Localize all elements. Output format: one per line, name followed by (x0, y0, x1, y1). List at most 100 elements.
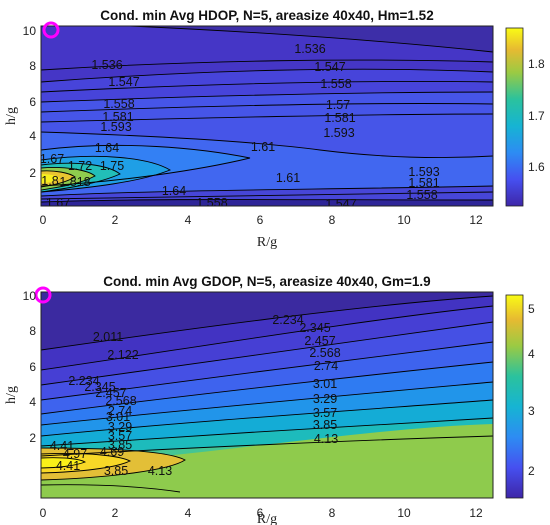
gdop-xtick: 4 (185, 506, 192, 520)
gdop-clabel: 3.57 (108, 429, 132, 443)
hdop-xtick: 2 (112, 213, 119, 227)
gdop-xlabel: R/g (257, 512, 277, 525)
gdop-axes-box (40, 291, 494, 499)
hdop-clabel: 1.593 (100, 120, 131, 134)
hdop-xtick: 8 (329, 213, 336, 227)
gdop-clabel: 4.41 (56, 459, 80, 473)
gdop-ytick: 2 (29, 431, 36, 445)
gdop-contour-lines (41, 295, 493, 493)
hdop-clabel: 1.593 (323, 126, 354, 140)
gdop-xtick: 12 (469, 506, 483, 520)
gdop-contour-labels: 2.011 2.122 2.234 2.234 2.345 2.345 2.45… (50, 313, 341, 478)
gdop-ytick: 6 (29, 360, 36, 374)
gdop-x-ticks: 0 2 4 6 8 10 12 (40, 506, 483, 520)
gdop-clabel: 3.85 (313, 418, 337, 432)
hdop-y-ticks: 2 4 6 8 10 (23, 24, 37, 180)
hdop-ytick: 6 (29, 95, 36, 109)
hdop-clabel: 1.593 (408, 165, 439, 179)
hdop-title: Cond. min Avg HDOP, N=5, areasize 40x40,… (100, 8, 433, 23)
hdop-colorbar: 1.6 1.7 1.8 (505, 27, 545, 207)
gdop-xtick: 0 (40, 506, 47, 520)
gdop-clabel: 2.345 (84, 380, 115, 394)
hdop-clabel: 1.67 (40, 152, 64, 166)
hdop-xtick: 4 (185, 213, 192, 227)
gdop-cbtick: 4 (528, 347, 535, 361)
gdop-clabel: 3.29 (108, 420, 132, 434)
gdop-ytick: 8 (29, 324, 36, 338)
hdop-ytick: 10 (23, 24, 37, 38)
hdop-clabel: 1.8 (41, 174, 58, 188)
hdop-clabel: 1.558 (196, 196, 227, 210)
gdop-clabel: 4.13 (148, 464, 172, 478)
hdop-clabel: 1.64 (95, 141, 119, 155)
gdop-title: Cond. min Avg GDOP, N=5, areasize 40x40,… (103, 274, 430, 289)
hdop-clabel: 1.581 (408, 176, 439, 190)
gdop-clabel: 3.57 (313, 406, 337, 420)
hdop-clabel: 1.57 (326, 98, 350, 112)
hdop-colorbar-bar (505, 27, 524, 207)
hdop-ytick: 4 (29, 129, 36, 143)
gdop-clabel: 4.69 (100, 445, 124, 459)
hdop-clabel: 1.61 (276, 171, 300, 185)
gdop-xtick: 10 (397, 506, 411, 520)
hdop-clabel: 1.72 (68, 159, 92, 173)
hdop-clabel: 1.536 (91, 58, 122, 72)
gdop-clabel: 2.234 (68, 374, 99, 388)
gdop-clabel: 4.97 (63, 447, 87, 461)
gdop-xtick: 2 (112, 506, 119, 520)
gdop-clabel: 2.234 (272, 313, 303, 327)
hdop-ylabel: h/g (4, 107, 19, 125)
gdop-clabel: 2.122 (107, 348, 138, 362)
hdop-clabel: 1.67 (46, 196, 70, 210)
hdop-clabel: 1.558 (320, 77, 351, 91)
hdop-panel: Cond. min Avg HDOP, N=5, areasize 40x40,… (4, 8, 545, 250)
gdop-clabel: 3.85 (108, 438, 132, 452)
hdop-clabel: 1.547 (325, 197, 356, 211)
gdop-y-ticks: 2 4 6 8 10 (23, 289, 37, 445)
hdop-clabel: 1.61 (251, 140, 275, 154)
gdop-ylabel: h/g (4, 386, 19, 404)
hdop-xtick: 12 (469, 213, 483, 227)
hdop-cbtick: 1.6 (528, 160, 545, 174)
gdop-panel: Cond. min Avg GDOP, N=5, areasize 40x40,… (4, 274, 535, 525)
hdop-xtick: 10 (397, 213, 411, 227)
hdop-plot-area: 1.536 1.536 1.547 1.547 1.558 1.558 1.57… (40, 26, 493, 211)
hdop-xtick: 0 (40, 213, 47, 227)
hdop-clabel: 1.547 (108, 75, 139, 89)
gdop-clabel: 3.85 (104, 464, 128, 478)
hdop-contour-lines (41, 26, 493, 203)
gdop-clabel: 4.41 (50, 439, 74, 453)
hdop-clabel: 1.558 (103, 97, 134, 111)
gdop-clabel: 2.457 (304, 334, 335, 348)
gdop-ytick: 4 (29, 395, 36, 409)
hdop-x-ticks: 0 2 4 6 8 10 12 (40, 213, 483, 227)
gdop-xtick: 8 (329, 506, 336, 520)
gdop-clabel: 2.568 (309, 346, 340, 360)
hdop-clabel: 1.75 (100, 159, 124, 173)
gdop-clabel: 3.01 (313, 377, 337, 391)
hdop-clabel: 1.536 (294, 42, 325, 56)
hdop-clabel: 1.558 (406, 188, 437, 202)
hdop-band-bottom2 (41, 199, 493, 206)
hdop-contour-labels: 1.536 1.536 1.547 1.547 1.558 1.558 1.57… (40, 42, 440, 211)
hdop-band-10 (41, 174, 60, 183)
gdop-clabel: 3.29 (313, 392, 337, 406)
hdop-clabel: 1.581 (102, 110, 133, 124)
hdop-clabel: 1.581 (324, 111, 355, 125)
gdop-clabel: 4.13 (314, 432, 338, 446)
gdop-cbtick: 5 (528, 302, 535, 316)
hdop-min-marker (42, 21, 60, 39)
hdop-clabel: 1.547 (314, 60, 345, 74)
hdop-xtick: 6 (257, 213, 264, 227)
gdop-colorbar-bar (505, 294, 524, 499)
hdop-xlabel: R/g (257, 235, 277, 250)
gdop-cbtick: 3 (528, 404, 535, 418)
gdop-clabel: 2.568 (105, 394, 136, 408)
hdop-axes-box (40, 25, 494, 207)
hdop-clabel: 1.818 (59, 175, 90, 189)
hdop-ytick: 2 (29, 166, 36, 180)
gdop-band-13 (41, 457, 85, 468)
hdop-cbtick: 1.7 (528, 109, 545, 123)
gdop-clabel: 3.01 (106, 410, 130, 424)
